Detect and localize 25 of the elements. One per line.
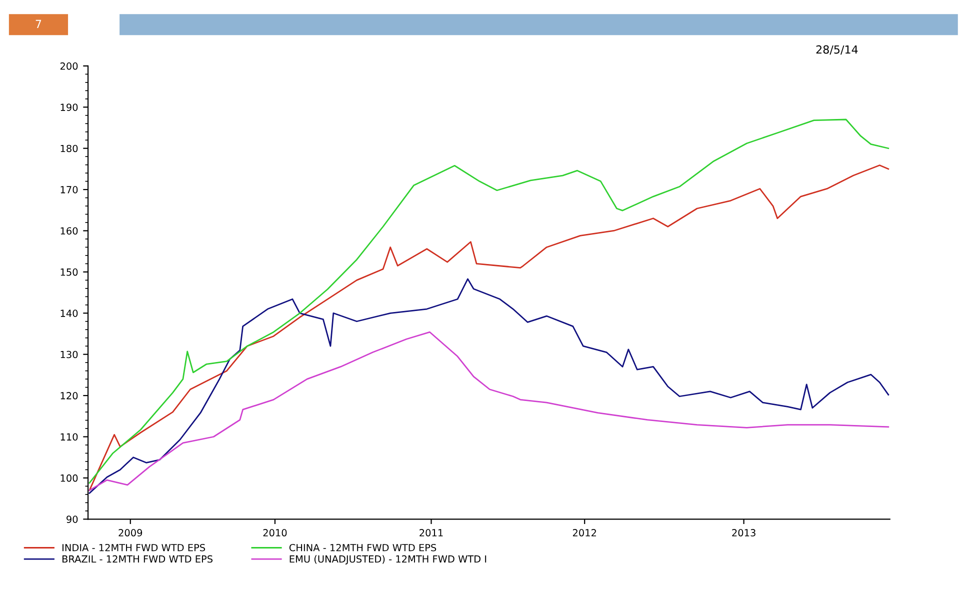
y-tick-label: 180 xyxy=(60,144,78,152)
legend-label: EMU (UNADJUSTED) - 12MTH FWD WTD I xyxy=(290,555,486,564)
y-tick-label: 100 xyxy=(60,474,78,482)
y-tick-label: 200 xyxy=(60,62,78,70)
line-series xyxy=(88,278,890,494)
legend-label: CHINA - 12MTH FWD WTD EPS xyxy=(289,544,436,552)
x-tick-label: 2010 xyxy=(263,529,287,536)
y-tick-label: 120 xyxy=(60,392,78,400)
x-tick-label: 2013 xyxy=(732,529,756,536)
y-tick-label: 140 xyxy=(60,310,78,317)
y-tick-label: 150 xyxy=(60,268,78,276)
y-tick-label: 160 xyxy=(60,227,78,235)
y-tick-label: 190 xyxy=(60,104,78,111)
y-tick-label: 90 xyxy=(66,516,78,523)
x-tick-label: 2012 xyxy=(572,529,596,536)
y-tick-label: 130 xyxy=(60,350,78,358)
text: 7 xyxy=(36,20,42,28)
x-tick-label: 2009 xyxy=(118,529,142,536)
line-series xyxy=(88,331,890,492)
text: 28/5/14 xyxy=(816,45,858,55)
y-tick-label: 110 xyxy=(60,433,78,441)
legend-label: INDIA - 12MTH FWD WTD EPS xyxy=(62,544,206,552)
x-tick-label: 2011 xyxy=(420,529,443,536)
y-tick-label: 170 xyxy=(60,186,78,194)
legend-label: BRAZIL - 12MTH FWD WTD EPS xyxy=(62,555,213,563)
